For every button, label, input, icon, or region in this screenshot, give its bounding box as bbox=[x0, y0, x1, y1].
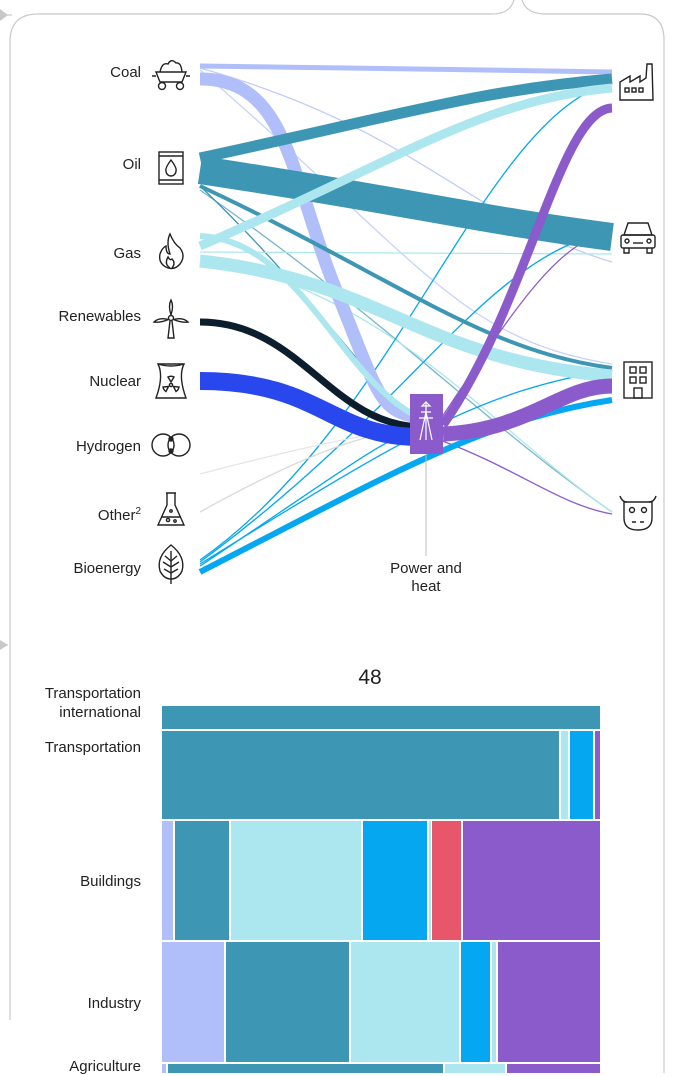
total-value: 48 bbox=[358, 666, 382, 689]
cooling-tower-radiation-icon bbox=[155, 363, 187, 399]
row-label-line1: Transportation bbox=[44, 685, 141, 702]
leaf-icon bbox=[158, 544, 184, 584]
bar-transport-power bbox=[595, 731, 600, 819]
bar-buildings-gas bbox=[231, 821, 361, 940]
bar-buildings-hydrogen bbox=[432, 821, 461, 940]
thick-flows bbox=[197, 63, 614, 575]
source-label-other: Other2 bbox=[98, 503, 141, 525]
row-label-agriculture: Agriculture bbox=[69, 1058, 141, 1075]
hydrogen-molecule-icon bbox=[151, 433, 191, 457]
building-icon bbox=[623, 361, 653, 399]
source-label-nuclear: Nuclear bbox=[89, 373, 141, 390]
power-heat-label-line1: Power and bbox=[390, 560, 462, 577]
source-label-gas: Gas bbox=[113, 245, 141, 262]
bar-transport-oil bbox=[162, 731, 559, 819]
row-label-transportation-international: Transportation international bbox=[45, 684, 141, 722]
flame-icon bbox=[158, 232, 184, 270]
bar-buildings-bio bbox=[363, 821, 427, 940]
bar-agri-coal bbox=[162, 1064, 166, 1073]
bar-buildings-other bbox=[429, 821, 431, 940]
bar-agri-gas bbox=[445, 1064, 505, 1073]
power-heat-label-line2: heat bbox=[411, 578, 441, 595]
power-heat-label: Power and heat bbox=[366, 560, 486, 596]
bar-transport-intl-oil bbox=[162, 706, 600, 729]
source-label-bioenergy: Bioenergy bbox=[73, 560, 141, 577]
bar-industry-oil bbox=[226, 942, 349, 1062]
row-label-industry: Industry bbox=[87, 995, 141, 1012]
oil-barrel-icon bbox=[158, 151, 184, 185]
wind-turbine-icon bbox=[152, 298, 190, 339]
bar-industry-coal bbox=[162, 942, 224, 1062]
sector-bars bbox=[162, 706, 600, 1073]
bar-buildings-coal bbox=[162, 821, 173, 940]
factory-icon bbox=[619, 63, 654, 101]
bar-agri-power bbox=[507, 1064, 600, 1073]
source-label-other-footnote: 2 bbox=[135, 506, 141, 517]
bar-agri-oil bbox=[168, 1064, 443, 1073]
source-label-oil: Oil bbox=[122, 156, 141, 173]
source-label-renewables: Renewables bbox=[58, 308, 141, 325]
bar-buildings-power bbox=[463, 821, 600, 940]
source-label-other-text: Other bbox=[97, 507, 136, 524]
source-label-hydrogen: Hydrogen bbox=[75, 438, 141, 455]
cow-icon bbox=[619, 495, 657, 531]
bar-transport-bio bbox=[570, 731, 593, 819]
row-label-buildings: Buildings bbox=[80, 873, 141, 890]
power-pylon-icon bbox=[419, 401, 433, 441]
row-label-line2: international bbox=[59, 704, 141, 721]
coal-cart-icon bbox=[152, 60, 190, 91]
frame-arrow-mid bbox=[0, 640, 8, 650]
bar-buildings-oil bbox=[175, 821, 229, 940]
bar-industry-other bbox=[492, 942, 496, 1062]
bar-industry-power bbox=[498, 942, 600, 1062]
flask-icon bbox=[156, 492, 186, 526]
row-label-transportation: Transportation bbox=[44, 739, 141, 756]
car-icon bbox=[620, 222, 656, 254]
bar-industry-bio bbox=[461, 942, 490, 1062]
bar-industry-gas bbox=[351, 942, 459, 1062]
source-label-coal: Coal bbox=[110, 64, 141, 81]
frame-arrow-top bbox=[0, 9, 8, 21]
bar-transport-gas bbox=[561, 731, 568, 819]
